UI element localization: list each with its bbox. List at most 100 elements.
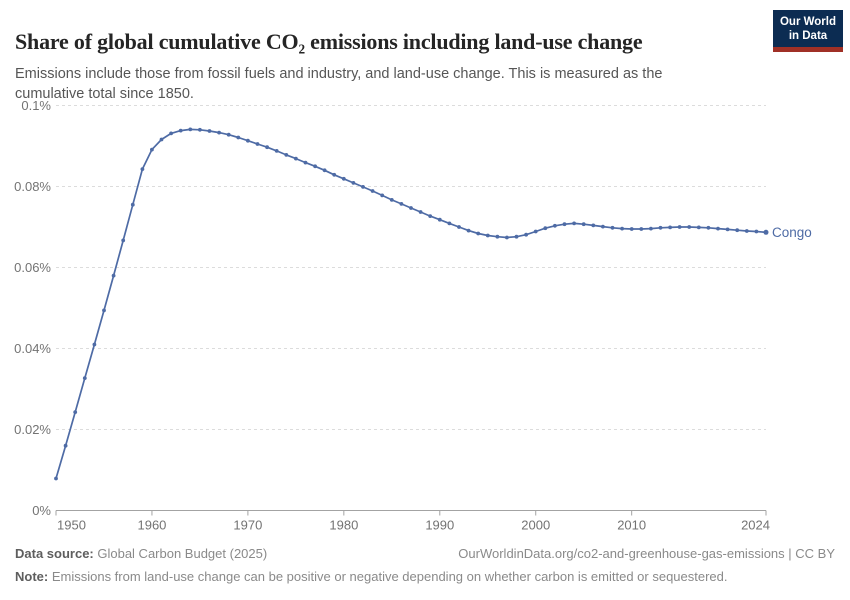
data-point-marker xyxy=(332,172,337,177)
data-point-marker xyxy=(591,223,596,228)
data-point-marker xyxy=(121,238,126,243)
x-axis-tick-label: 2010 xyxy=(617,518,646,533)
data-point-marker xyxy=(639,227,644,231)
data-point-marker xyxy=(754,229,759,234)
data-point-marker xyxy=(735,228,740,233)
data-point-marker xyxy=(150,147,154,152)
data-point-marker xyxy=(610,225,615,230)
data-point-marker xyxy=(428,214,433,219)
owid-logo-line1: Our World xyxy=(779,16,836,28)
data-point-marker xyxy=(92,342,97,347)
data-point-marker xyxy=(581,222,586,227)
data-point-marker xyxy=(217,130,222,135)
y-axis-tick-label: 0.08% xyxy=(14,179,51,194)
data-point-marker xyxy=(553,223,557,228)
data-point-marker xyxy=(687,225,692,229)
note-label: Note: xyxy=(15,569,49,584)
series-end-marker xyxy=(763,229,769,235)
data-point-marker xyxy=(313,164,317,169)
data-point-marker xyxy=(63,443,68,448)
data-point-marker xyxy=(284,153,289,157)
data-point-marker xyxy=(437,217,442,222)
data-point-marker xyxy=(82,376,87,380)
y-axis-tick-label: 0.02% xyxy=(14,422,51,437)
data-point-marker xyxy=(159,137,164,142)
data-point-marker xyxy=(255,142,260,146)
data-point-marker xyxy=(380,193,385,198)
data-point-marker xyxy=(696,225,701,230)
data-point-marker xyxy=(111,273,116,278)
y-axis-tick-label: 0% xyxy=(32,503,51,518)
data-point-marker xyxy=(620,226,624,231)
x-axis-tick-label: 1990 xyxy=(425,518,454,533)
data-point-marker xyxy=(562,222,567,227)
data-point-marker xyxy=(495,234,500,239)
x-axis-tick-label: 2000 xyxy=(521,518,550,533)
data-point-marker xyxy=(447,221,452,226)
series-end-label[interactable]: Congo xyxy=(772,225,812,240)
data-point-marker xyxy=(322,168,327,173)
data-point-marker xyxy=(572,221,576,226)
data-point-marker xyxy=(265,145,269,150)
data-point-marker xyxy=(668,225,672,230)
x-axis-tick-label: 1950 xyxy=(57,518,86,533)
data-point-marker xyxy=(73,410,78,414)
data-point-marker xyxy=(274,149,279,153)
data-point-marker xyxy=(102,308,106,313)
y-axis-tick-label: 0.1% xyxy=(21,98,51,113)
series-line[interactable] xyxy=(55,128,767,479)
data-point-marker xyxy=(725,227,730,232)
data-point-marker xyxy=(399,202,404,206)
data-point-marker xyxy=(418,210,423,214)
data-point-marker xyxy=(706,225,711,230)
x-axis-tick-label: 2024 xyxy=(741,518,770,533)
data-point-marker xyxy=(514,234,519,239)
data-point-marker xyxy=(140,167,145,172)
y-axis-tick-label: 0.06% xyxy=(14,260,51,275)
data-point-marker xyxy=(409,206,413,210)
data-point-marker xyxy=(744,229,749,233)
data-source-value: Global Carbon Budget (2025) xyxy=(93,546,268,561)
data-point-marker xyxy=(361,185,365,189)
chart-subtitle: Emissions include those from fossil fuel… xyxy=(15,65,663,102)
data-point-marker xyxy=(649,226,653,231)
data-point-marker xyxy=(457,225,461,229)
data-point-marker xyxy=(476,231,481,236)
data-point-marker xyxy=(341,176,346,181)
data-point-marker xyxy=(677,225,682,229)
data-point-marker xyxy=(54,476,58,481)
data-point-marker xyxy=(601,224,605,229)
footer-note-row: Note: Emissions from land-use change can… xyxy=(15,569,835,584)
data-point-marker xyxy=(370,189,375,193)
data-point-marker xyxy=(226,132,231,137)
data-point-marker xyxy=(389,198,394,202)
x-axis-tick-label: 1970 xyxy=(233,518,262,533)
data-point-marker xyxy=(485,233,490,238)
data-point-marker xyxy=(294,156,298,161)
data-point-marker xyxy=(629,227,634,231)
x-axis-tick-label: 1980 xyxy=(329,518,358,533)
data-source-label: Data source: xyxy=(15,546,94,561)
data-point-marker xyxy=(716,226,720,231)
data-point-marker xyxy=(524,232,528,237)
series-congo[interactable]: Congo xyxy=(54,127,812,481)
data-point-marker xyxy=(178,128,183,133)
data-point-marker xyxy=(169,131,174,136)
page-title: Share of global cumulative CO₂ emissions… xyxy=(15,28,643,54)
data-point-marker xyxy=(207,129,212,133)
data-point-marker xyxy=(533,229,538,234)
data-point-marker xyxy=(658,225,663,230)
data-point-marker xyxy=(246,138,250,143)
data-point-marker xyxy=(198,127,202,132)
y-axis-tick-label: 0.04% xyxy=(14,341,51,356)
data-point-marker xyxy=(466,228,471,233)
x-axis-tick-label: 1960 xyxy=(137,518,166,533)
data-point-marker xyxy=(351,181,356,185)
data-point-marker xyxy=(543,226,548,231)
owid-logo[interactable]: Our World in Data xyxy=(773,10,843,52)
owid-url-link[interactable]: OurWorldinData.org/co2-and-greenhouse-ga… xyxy=(458,546,835,561)
note-value: Emissions from land-use change can be po… xyxy=(48,569,728,584)
data-point-marker xyxy=(130,202,135,207)
data-point-marker xyxy=(505,235,509,240)
